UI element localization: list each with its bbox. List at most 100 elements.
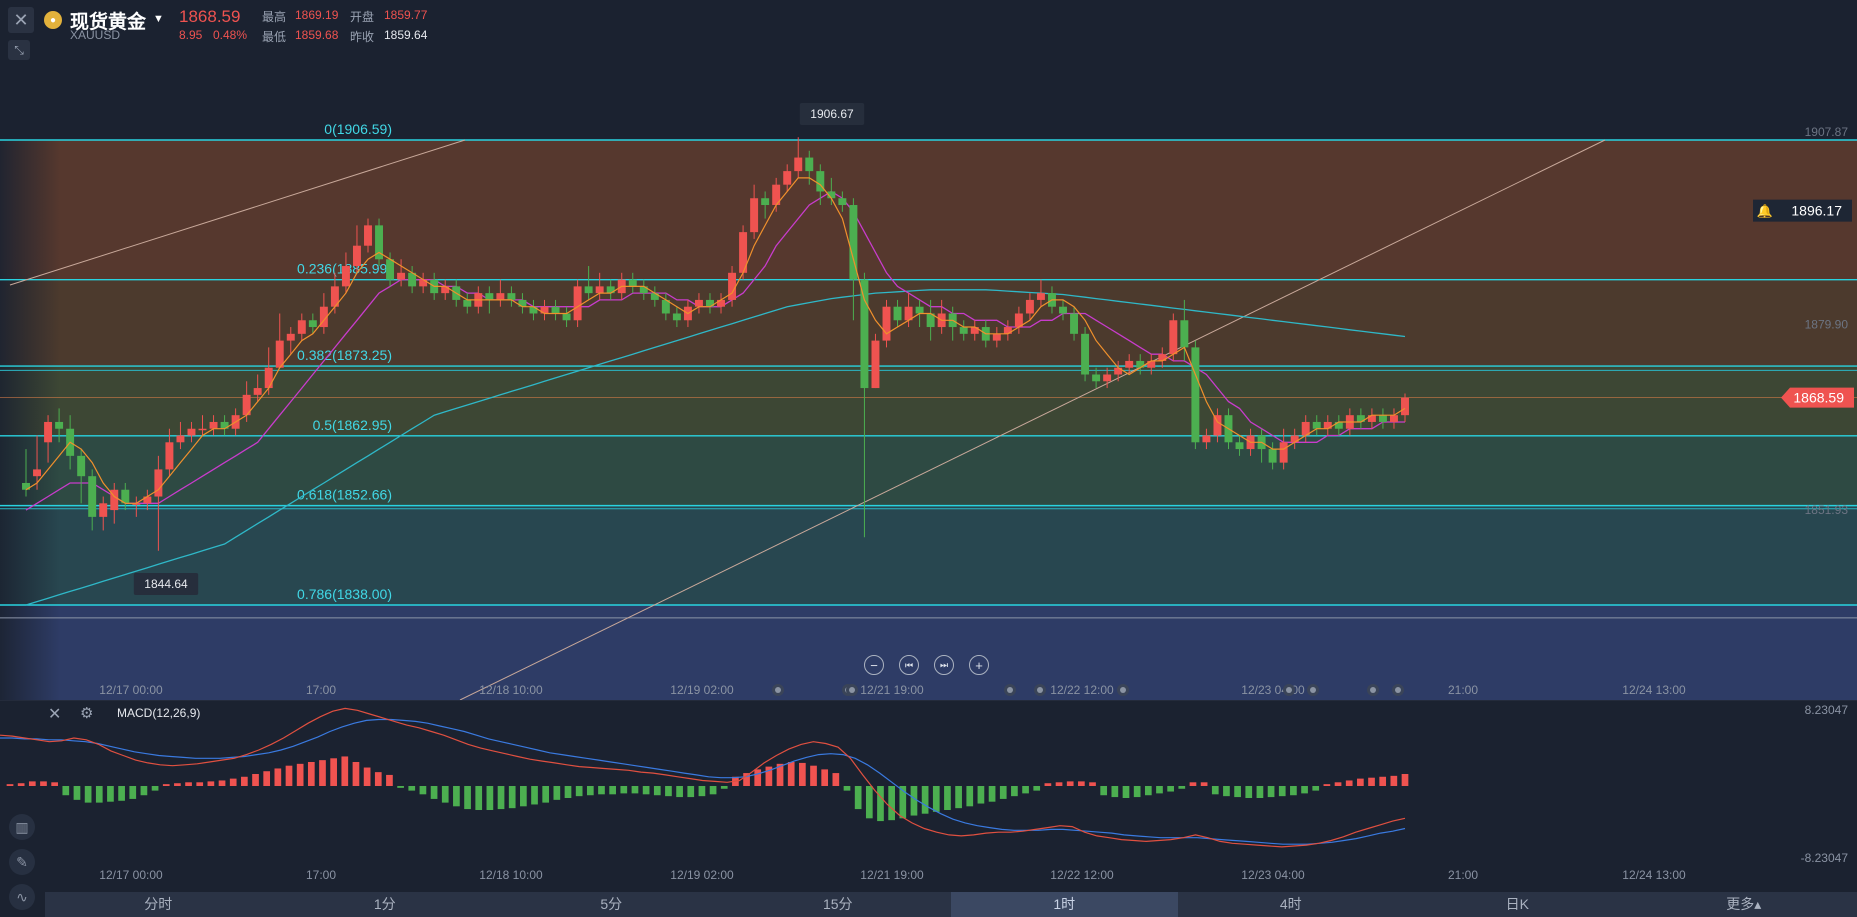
- macd-histogram-bar: [520, 786, 527, 807]
- macd-axis-min: -8.23047: [1801, 851, 1849, 865]
- candle-body: [518, 299, 527, 307]
- candle-body: [1268, 449, 1277, 463]
- left-fade: [0, 140, 60, 700]
- candle-body: [187, 428, 196, 436]
- macd-histogram-bar: [285, 765, 293, 786]
- candle-body: [88, 476, 97, 517]
- tab-15min[interactable]: 15分: [822, 896, 853, 912]
- macd-histogram-bar: [341, 756, 349, 786]
- tab-more[interactable]: 更多▴: [1726, 896, 1762, 912]
- zoom-out-button[interactable]: −: [864, 655, 884, 675]
- close-button[interactable]: ✕: [8, 7, 34, 33]
- macd-histogram-bar: [1234, 786, 1241, 798]
- chart-type-button[interactable]: ∿: [9, 884, 35, 910]
- candle-body: [628, 279, 637, 287]
- macd-time-label: 12/19 02:00: [670, 868, 734, 882]
- ma-short-line: [25, 177, 1406, 504]
- draw-tool-button[interactable]: ✎: [9, 849, 35, 875]
- macd-histogram-bar: [1267, 786, 1275, 798]
- macd-chart: 8.23047 -8.23047 12/17 00:00 17:00 12/18 10:…: [0, 700, 1857, 892]
- candle-body: [176, 435, 185, 443]
- macd-histogram-bar: [1178, 786, 1186, 789]
- macd-histogram-bar: [1033, 786, 1041, 791]
- tab-4hour[interactable]: 4时: [1279, 896, 1302, 912]
- candle-body: [55, 421, 64, 429]
- jump-start-button[interactable]: ⏮: [899, 655, 919, 675]
- macd-histogram-bar: [151, 786, 159, 791]
- tab-1min[interactable]: 1分: [373, 896, 396, 912]
- alert-tag: [1753, 199, 1852, 222]
- price-change: 8.95: [179, 28, 203, 42]
- tab-fenshi[interactable]: 分时: [144, 896, 173, 912]
- close-indicator-icon[interactable]: ✕: [48, 706, 62, 723]
- jump-end-button[interactable]: ⏭: [934, 655, 954, 675]
- candle-body: [341, 266, 350, 287]
- candle-body: [77, 455, 86, 477]
- macd-histogram-bar: [274, 768, 282, 786]
- gold-logo-icon: ●: [44, 11, 62, 29]
- bell-icon: 🔔: [1757, 204, 1773, 220]
- trend-line: [459, 139, 1606, 700]
- collapse-button[interactable]: ⤡: [8, 40, 30, 60]
- time-axis-label: 12/22 12:00: [1050, 683, 1114, 697]
- macd-histogram-bar: [497, 786, 505, 810]
- candle-body: [1114, 367, 1123, 375]
- macd-histogram-bar: [921, 786, 929, 814]
- last-price: 1868.59: [179, 7, 241, 26]
- macd-histogram-bar: [508, 786, 516, 809]
- event-dot-center: [775, 687, 781, 693]
- indicator-settings-icon[interactable]: ⚙: [80, 705, 94, 722]
- candle-body: [1235, 442, 1244, 450]
- zoom-in-button[interactable]: +: [969, 655, 989, 675]
- macd-histogram-bar: [709, 786, 717, 795]
- macd-histogram-bar: [553, 786, 561, 800]
- tab-5min[interactable]: 5分: [600, 896, 623, 912]
- candle-body: [1334, 421, 1343, 429]
- dropdown-caret-icon[interactable]: ▼: [153, 13, 164, 25]
- candle-body: [99, 503, 108, 517]
- macd-histogram-bar: [419, 786, 427, 795]
- time-axis-label: 21:00: [1448, 683, 1478, 697]
- open-label: 开盘: [350, 10, 375, 24]
- tab-1hour[interactable]: 1时: [951, 892, 1178, 917]
- candle-body: [1191, 347, 1200, 443]
- price-chart[interactable]: 0(1906.59)0.236(1885.99)0.382(1873.25)0.…: [0, 60, 1857, 700]
- macd-histogram-bar: [575, 786, 583, 797]
- macd-histogram-bar: [1290, 786, 1297, 796]
- open-value: 1859.77: [384, 8, 428, 22]
- high-marker-box: [799, 103, 865, 125]
- macd-histogram-bar: [843, 786, 851, 791]
- candle-body: [750, 198, 759, 233]
- instrument-title[interactable]: 现货黄金: [70, 12, 147, 33]
- macd-histogram-bar: [1156, 786, 1163, 794]
- time-axis-label: 12/21 19:00: [860, 683, 924, 697]
- shrink-arrows-icon: ⤡: [14, 42, 24, 57]
- macd-histogram-bar: [475, 786, 483, 811]
- macd-histogram-bar: [832, 773, 840, 786]
- candle-body: [143, 496, 152, 504]
- candle-body: [154, 469, 163, 497]
- indicator-tool-button[interactable]: ▥: [9, 814, 35, 840]
- candle-body: [1389, 415, 1398, 422]
- macd-histogram-bar: [1278, 786, 1286, 797]
- macd-time-label: 17:00: [306, 868, 336, 882]
- macd-histogram-bar: [62, 786, 70, 796]
- candle-body: [463, 299, 472, 307]
- macd-histogram-bar: [910, 786, 918, 816]
- candle-body: [330, 286, 339, 307]
- macd-histogram-bar: [1122, 786, 1130, 799]
- macd-histogram-bar: [1022, 786, 1029, 794]
- macd-histogram-bar: [988, 786, 996, 802]
- candle-body: [1312, 421, 1321, 429]
- candle-body: [242, 394, 251, 416]
- tab-daily[interactable]: 日K: [1505, 896, 1529, 912]
- candle-body: [397, 272, 406, 280]
- macd-histogram-bar: [464, 786, 471, 810]
- macd-histogram-bar: [486, 786, 494, 811]
- candle-body: [595, 286, 604, 294]
- candle-body: [794, 157, 803, 172]
- candle-body: [584, 286, 593, 294]
- fib-zone-band: [0, 505, 1857, 605]
- candle-body: [1081, 333, 1090, 375]
- candle-body: [165, 442, 174, 470]
